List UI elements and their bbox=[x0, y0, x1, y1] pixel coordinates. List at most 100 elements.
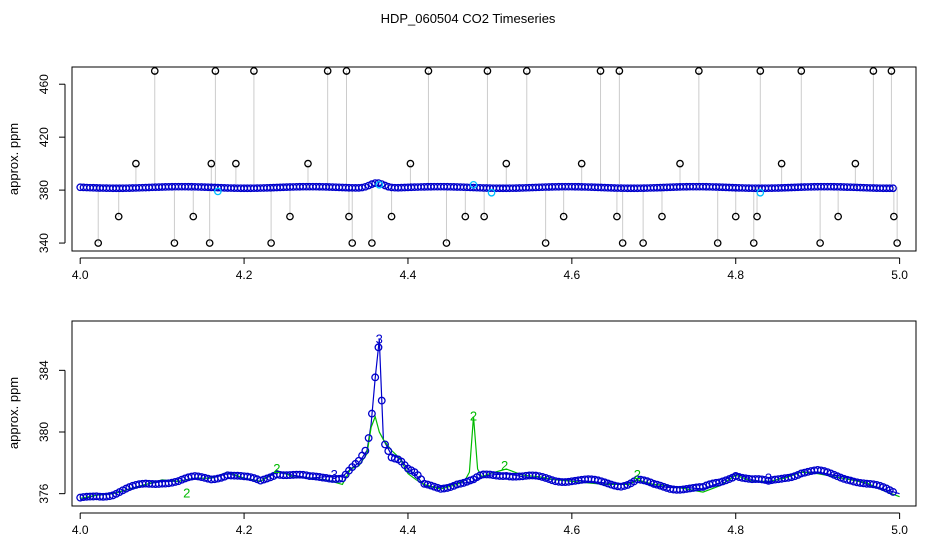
outlier-point bbox=[406, 159, 415, 168]
outlier-point bbox=[577, 159, 586, 168]
data-point bbox=[390, 454, 399, 463]
outlier-point bbox=[250, 67, 258, 75]
x-tick-label: 4.4 bbox=[400, 523, 417, 537]
flagged-point bbox=[375, 180, 384, 189]
y-tick-label: 376 bbox=[37, 483, 51, 503]
flagged-point bbox=[756, 188, 765, 197]
outlier-point bbox=[559, 212, 568, 221]
outlier-point bbox=[368, 239, 376, 247]
data-point bbox=[820, 467, 829, 476]
outlier-point bbox=[893, 239, 902, 247]
outlier-point bbox=[424, 67, 433, 75]
data-points: 3 2 2 2 3 3 2 2 bbox=[76, 332, 898, 502]
y-axis-label: approx. ppm bbox=[6, 377, 21, 449]
data-point bbox=[889, 487, 898, 496]
data-point bbox=[384, 447, 393, 456]
outlier-point bbox=[695, 67, 703, 75]
plot-frame bbox=[71, 320, 917, 507]
y-tick-label: 420 bbox=[37, 127, 51, 147]
point-label: 3 bbox=[331, 467, 338, 482]
data-points bbox=[76, 67, 902, 247]
outlier-point bbox=[541, 239, 550, 247]
y-tick-label: 384 bbox=[37, 360, 51, 380]
outlier-point bbox=[522, 67, 531, 75]
data-point bbox=[367, 409, 376, 418]
outlier-point bbox=[483, 67, 492, 75]
outlier-point bbox=[639, 239, 647, 247]
data-point bbox=[364, 434, 373, 442]
point-label: 2 bbox=[273, 461, 280, 476]
outlier-point bbox=[851, 159, 860, 168]
outlier-point bbox=[816, 239, 824, 247]
y-tick-label: 380 bbox=[37, 422, 51, 442]
outlier-point bbox=[749, 239, 758, 247]
outlier-point bbox=[480, 212, 489, 221]
outlier-point bbox=[756, 67, 765, 75]
flagged-point bbox=[214, 187, 222, 196]
y-tick-label: 380 bbox=[37, 180, 51, 200]
x-tick-label: 4.0 bbox=[72, 268, 89, 282]
x-tick-label: 4.2 bbox=[236, 523, 253, 537]
data-point bbox=[381, 440, 389, 449]
outlier-point bbox=[267, 239, 275, 247]
data-point bbox=[718, 477, 727, 486]
flagged-point bbox=[469, 180, 478, 189]
axis-ticks: 4.0 4.2 4.4 4.6 4.8 5.0 376 380 384 bbox=[37, 360, 908, 537]
outlier-point bbox=[596, 67, 605, 75]
outlier-point bbox=[211, 67, 220, 75]
x-tick-label: 4.8 bbox=[727, 523, 744, 537]
point-label: 2 bbox=[183, 486, 190, 501]
outlier-point bbox=[618, 239, 627, 247]
outlier-point bbox=[502, 159, 511, 168]
point-label: 3 bbox=[765, 470, 772, 485]
outlier-point bbox=[887, 67, 896, 75]
y-tick-label: 340 bbox=[37, 233, 51, 253]
outlier-point bbox=[731, 212, 740, 221]
point-label: 2 bbox=[470, 409, 477, 424]
outlier-point bbox=[150, 67, 159, 75]
point-label: 2 bbox=[501, 458, 508, 473]
outlier-point bbox=[713, 239, 722, 247]
x-tick-label: 4.6 bbox=[564, 523, 581, 537]
outlier-drop-lines bbox=[97, 70, 898, 244]
outlier-point bbox=[777, 159, 786, 168]
outlier-point bbox=[658, 212, 666, 221]
outlier-point bbox=[205, 239, 214, 247]
outlier-point bbox=[286, 212, 294, 221]
x-tick-label: 5.0 bbox=[891, 268, 908, 282]
data-point bbox=[171, 477, 180, 486]
figure-title: HDP_060504 CO2 Timeseries bbox=[381, 11, 556, 26]
outlier-point bbox=[797, 67, 806, 75]
point-label: 2 bbox=[634, 467, 641, 482]
co2-raw-panel: approx. ppm 4.0 4.2 4.4 4.6 4.8 5.03403804204… bbox=[6, 66, 917, 282]
outlier-point bbox=[207, 159, 216, 168]
outlier-point bbox=[348, 239, 357, 247]
co2-zoom-panel: approx. ppm 4.0 4.2 4.4 4.6 4.8 5.0376380384 … bbox=[6, 320, 917, 537]
outlier-point bbox=[304, 159, 312, 168]
axis-ticks: 4.0 4.2 4.4 4.6 4.8 5.0 340 380 420 460 bbox=[37, 74, 908, 282]
outlier-point bbox=[323, 67, 332, 75]
outlier-point bbox=[613, 212, 621, 221]
outlier-point bbox=[461, 212, 470, 221]
outlier-point bbox=[170, 239, 179, 247]
y-axis-label: approx. ppm bbox=[6, 123, 21, 195]
x-tick-label: 4.8 bbox=[727, 268, 744, 282]
x-tick-label: 5.0 bbox=[891, 523, 908, 537]
outlier-point bbox=[834, 212, 843, 221]
outlier-point bbox=[114, 212, 123, 221]
data-point bbox=[374, 343, 383, 352]
outlier-point bbox=[676, 159, 684, 168]
x-tick-label: 4.0 bbox=[72, 523, 89, 537]
outlier-point bbox=[132, 159, 140, 168]
data-point bbox=[361, 446, 370, 455]
series-line bbox=[80, 414, 900, 499]
outlier-point bbox=[94, 239, 103, 247]
data-point bbox=[889, 184, 897, 193]
outlier-point bbox=[387, 212, 396, 221]
data-point bbox=[885, 184, 894, 193]
outlier-point bbox=[189, 212, 198, 221]
data-point bbox=[335, 474, 344, 483]
outlier-point bbox=[869, 67, 878, 75]
y-tick-label: 460 bbox=[37, 74, 51, 94]
